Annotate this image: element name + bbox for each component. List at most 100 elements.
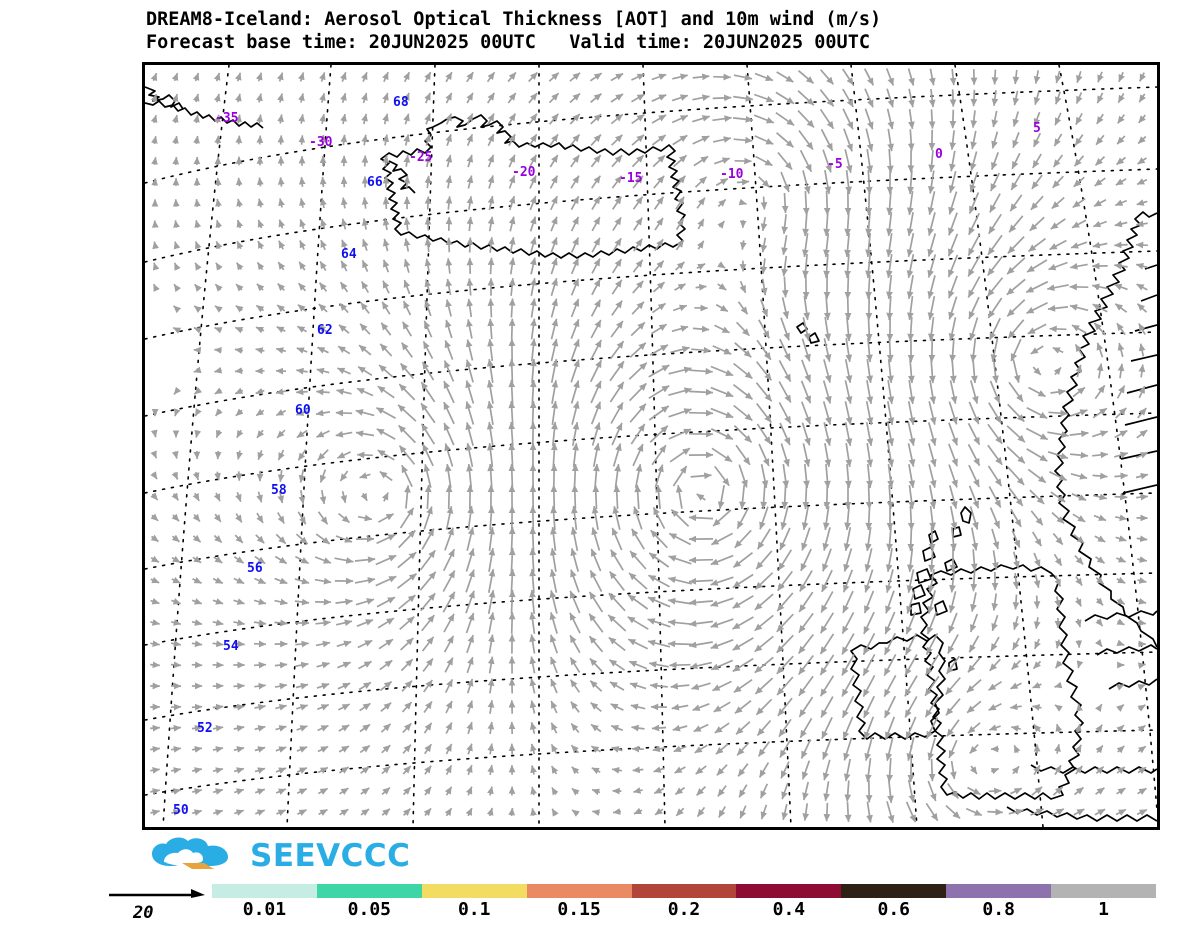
wind-vector-arrow bbox=[1116, 787, 1126, 795]
wind-vector-arrow bbox=[380, 322, 392, 336]
wind-vector-arrow bbox=[487, 568, 496, 593]
wind-vector-arrow bbox=[629, 550, 647, 570]
wind-vector-arrow bbox=[339, 787, 349, 795]
wind-vector-arrow bbox=[424, 134, 431, 146]
wind-vector-arrow bbox=[1076, 660, 1084, 669]
wind-vector-arrow bbox=[651, 444, 667, 466]
wind-vector-arrow bbox=[668, 428, 692, 440]
wind-vector-arrow bbox=[590, 93, 602, 103]
wind-vector-arrow bbox=[907, 443, 916, 468]
wind-vector-arrow bbox=[445, 764, 453, 776]
wind-vector-arrow bbox=[1137, 157, 1147, 165]
wind-vector-arrow bbox=[297, 809, 307, 816]
wind-vector-arrow bbox=[1072, 513, 1086, 523]
wind-vector-arrow bbox=[550, 338, 559, 362]
wind-vector-arrow bbox=[487, 236, 495, 253]
wind-vector-arrow bbox=[445, 278, 453, 296]
wind-vector-arrow bbox=[715, 303, 729, 313]
wind-vector-arrow bbox=[316, 703, 330, 711]
wind-vector-arrow bbox=[651, 94, 667, 102]
wind-vector-arrow bbox=[610, 402, 624, 424]
wind-vector-arrow bbox=[317, 449, 329, 461]
wind-vector-arrow bbox=[777, 549, 793, 571]
wind-vector-arrow bbox=[173, 305, 182, 314]
wind-vector-arrow bbox=[382, 113, 389, 125]
wind-vector-arrow bbox=[609, 381, 625, 403]
wind-vector-arrow bbox=[843, 758, 852, 782]
wind-vector-arrow bbox=[236, 240, 244, 250]
wind-vector-arrow bbox=[570, 722, 580, 734]
wind-vector-arrow bbox=[991, 152, 999, 171]
wind-vector-arrow bbox=[865, 422, 874, 447]
wind-vector-arrow bbox=[674, 766, 686, 774]
wind-vector-arrow bbox=[863, 695, 875, 719]
wind-vector-arrow bbox=[733, 679, 753, 693]
wind-vector-arrow bbox=[571, 421, 580, 446]
wind-vector-arrow bbox=[276, 809, 286, 816]
wind-vector-arrow bbox=[733, 362, 753, 380]
wind-vector-arrow bbox=[948, 170, 957, 194]
wind-vector-arrow bbox=[925, 802, 939, 822]
wind-vector-arrow bbox=[1054, 112, 1062, 126]
wind-vector-arrow bbox=[1095, 638, 1103, 648]
wind-vector-arrow bbox=[1011, 152, 1021, 170]
wind-vector-arrow bbox=[802, 484, 810, 510]
wind-vector-arrow bbox=[824, 463, 831, 489]
wind-vector-arrow bbox=[316, 430, 330, 438]
wind-vector-arrow bbox=[798, 129, 814, 151]
wind-vector-arrow bbox=[1095, 765, 1105, 775]
wind-vector-arrow bbox=[570, 526, 579, 551]
wind-vector-arrow bbox=[486, 379, 494, 404]
wind-vector-arrow bbox=[991, 593, 999, 611]
wind-vector-arrow bbox=[822, 527, 831, 551]
wind-vector-arrow bbox=[257, 240, 265, 250]
wind-vector-arrow bbox=[1116, 703, 1125, 712]
wind-vector-arrow bbox=[235, 283, 244, 292]
wind-vector-arrow bbox=[845, 337, 853, 363]
wind-vector-arrow bbox=[213, 534, 223, 544]
wind-vector-arrow bbox=[422, 657, 434, 673]
wind-vector-arrow bbox=[277, 470, 285, 483]
wind-vector-arrow bbox=[214, 283, 223, 292]
coastline-great-britain bbox=[920, 564, 1084, 800]
wind-vector-arrow bbox=[569, 679, 581, 693]
wind-vector-arrow bbox=[696, 806, 706, 818]
wind-vector-arrow bbox=[904, 675, 918, 697]
wind-vector-arrow bbox=[150, 492, 159, 501]
wind-vector-arrow bbox=[1138, 364, 1146, 378]
wind-vector-arrow bbox=[150, 534, 159, 543]
wind-vector-arrow bbox=[1026, 302, 1048, 314]
wind-vector-arrow bbox=[739, 280, 747, 294]
wind-vector-arrow bbox=[550, 743, 558, 755]
wind-vector-arrow bbox=[948, 485, 958, 509]
wind-vector-arrow bbox=[569, 657, 581, 673]
wind-vector-arrow bbox=[990, 767, 1000, 775]
wind-vector-arrow bbox=[403, 238, 411, 252]
wind-vector-arrow bbox=[1116, 322, 1126, 336]
wind-vector-arrow bbox=[357, 365, 373, 377]
wind-vector-arrow bbox=[194, 429, 202, 438]
wind-vector-arrow bbox=[692, 703, 710, 711]
wind-vector-arrow bbox=[949, 337, 957, 363]
wind-vector-arrow bbox=[1094, 535, 1106, 543]
logo-text: SEEVCCC bbox=[250, 837, 411, 874]
wind-vector-arrow bbox=[1116, 597, 1126, 605]
wind-vector-arrow bbox=[760, 464, 769, 489]
wind-vector-arrow bbox=[530, 765, 537, 775]
wind-vector-arrow bbox=[361, 155, 369, 167]
wind-vector-arrow bbox=[968, 192, 980, 214]
wind-vector-arrow bbox=[298, 261, 306, 271]
wind-vector-arrow bbox=[1136, 493, 1149, 501]
wind-vector-arrow bbox=[214, 366, 223, 374]
wind-vector-arrow bbox=[864, 548, 873, 573]
wind-vector-arrow bbox=[466, 526, 475, 551]
wind-vector-arrow bbox=[672, 465, 688, 487]
wind-vector-arrow bbox=[379, 680, 393, 692]
wind-vector-arrow bbox=[947, 783, 959, 799]
wind-vector-arrow bbox=[1054, 704, 1063, 712]
wind-vector-arrow bbox=[1033, 70, 1041, 84]
wind-vector-arrow bbox=[1117, 363, 1125, 379]
wind-vector-arrow bbox=[732, 616, 754, 630]
wind-vector-arrow bbox=[1050, 388, 1066, 396]
wind-vector-arrow bbox=[338, 724, 350, 732]
